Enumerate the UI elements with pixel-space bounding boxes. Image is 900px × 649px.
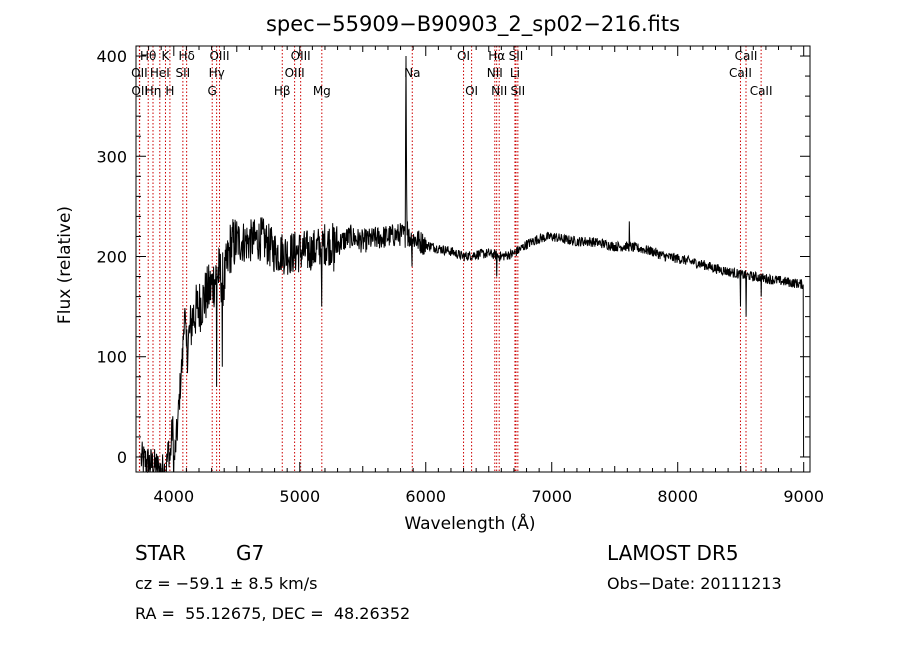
line-label: SII [509,49,524,63]
line-label: CaII [735,49,758,63]
x-tick-label: 4000 [153,487,194,506]
x-axis-label: Wavelength (Å) [404,512,535,534]
line-label: CaII [750,84,773,98]
observation-date: Obs−Date: 20111213 [607,574,782,593]
emission-line-markers [138,46,762,472]
line-label: OI [457,49,470,63]
line-label: Hη [145,84,162,98]
x-axis: 4000 5000 6000 7000 8000 9000 [135,46,824,506]
line-label: Hα [488,49,505,63]
line-label: H [165,84,174,98]
spectral-subclass: G7 [236,541,265,565]
object-class: STAR [135,541,186,565]
x-tick-label: 6000 [405,487,446,506]
line-label: NII [487,66,503,80]
line-label: OII [131,66,148,80]
y-tick-label: 0 [117,448,127,467]
line-label: OIII [285,66,305,80]
x-tick-label: 5000 [279,487,320,506]
line-label: OIII [291,49,311,63]
line-label: Li [510,66,520,80]
y-tick-label: 400 [96,47,127,66]
sky-coordinates: RA = 55.12675, DEC = 48.26352 [135,604,411,623]
line-label: Hβ [274,84,291,98]
line-label: Hδ [178,49,194,63]
line-label: CaII [729,66,752,80]
spectrum-line [140,55,805,474]
y-axis: 0 100 200 300 400 [96,47,810,467]
line-label: HeI [150,66,170,80]
y-axis-label: Flux (relative) [55,206,75,324]
line-label: Mg [313,84,331,98]
line-label: NII [491,84,507,98]
y-tick-label: 100 [96,348,127,367]
x-tick-label: 9000 [783,487,824,506]
line-label: SII [176,66,191,80]
line-label: Hθ [140,49,156,63]
line-label: OIII [209,49,229,63]
x-tick-label: 7000 [531,487,572,506]
line-label: OI [465,84,478,98]
spectrum-chart: spec−55909−B90903_2_sp02−216.fits Hθ OII O… [55,12,824,534]
line-label: Hγ [209,66,225,80]
survey-name: LAMOST DR5 [607,541,739,565]
line-label: K [162,49,171,63]
chart-title: spec−55909−B90903_2_sp02−216.fits [266,12,680,37]
x-tick-label: 8000 [657,487,698,506]
line-label: Na [404,66,420,80]
redshift-velocity: cz = −59.1 ± 8.5 km/s [135,574,318,593]
plot-frame [135,45,811,473]
line-label: G [208,84,217,98]
y-tick-label: 300 [96,147,127,166]
y-tick-label: 200 [96,247,127,266]
line-label: SII [510,84,525,98]
